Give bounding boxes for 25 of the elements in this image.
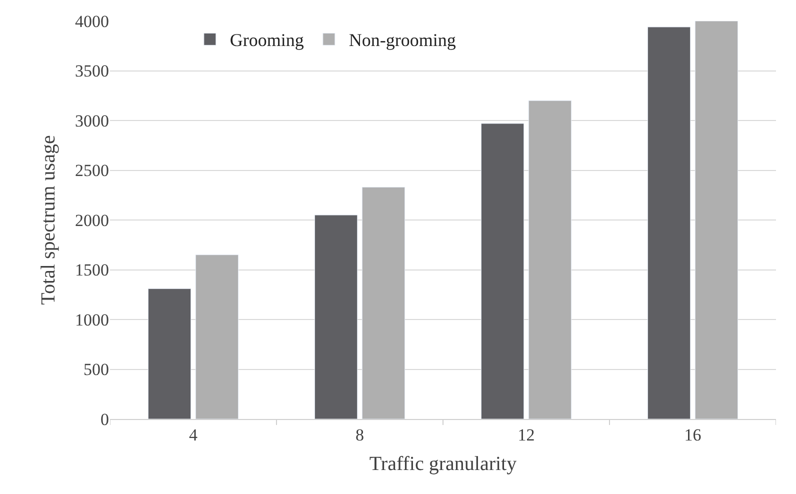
bar: [148, 288, 192, 419]
y-tick-label: 1500: [75, 260, 109, 280]
y-tick-label: 0: [100, 410, 109, 429]
bar: [195, 254, 239, 419]
bar: [314, 214, 358, 419]
x-tick-label: 16: [684, 425, 702, 444]
bar: [362, 186, 406, 419]
bar: [528, 100, 572, 419]
x-tick-label: 4: [189, 425, 198, 444]
legend-label: Non-grooming: [348, 30, 456, 50]
bar: [694, 21, 738, 419]
y-tick-label: 1000: [75, 310, 109, 330]
y-tick-label: 500: [84, 360, 109, 380]
legend-label: Grooming: [230, 30, 304, 50]
x-tick-label: 12: [518, 425, 535, 444]
y-tick-label: 3500: [75, 62, 109, 81]
x-axis-title: Traffic granularity: [369, 452, 517, 475]
y-axis-title: Total spectrum usage: [38, 135, 60, 305]
bar: [480, 123, 524, 419]
y-tick-label: 2500: [75, 161, 109, 180]
bar: [647, 26, 691, 419]
y-tick-label: 4000: [75, 12, 109, 31]
y-tick-label: 3000: [75, 111, 109, 130]
y-tick-label: 2000: [75, 210, 109, 230]
x-tick-label: 8: [356, 425, 364, 444]
